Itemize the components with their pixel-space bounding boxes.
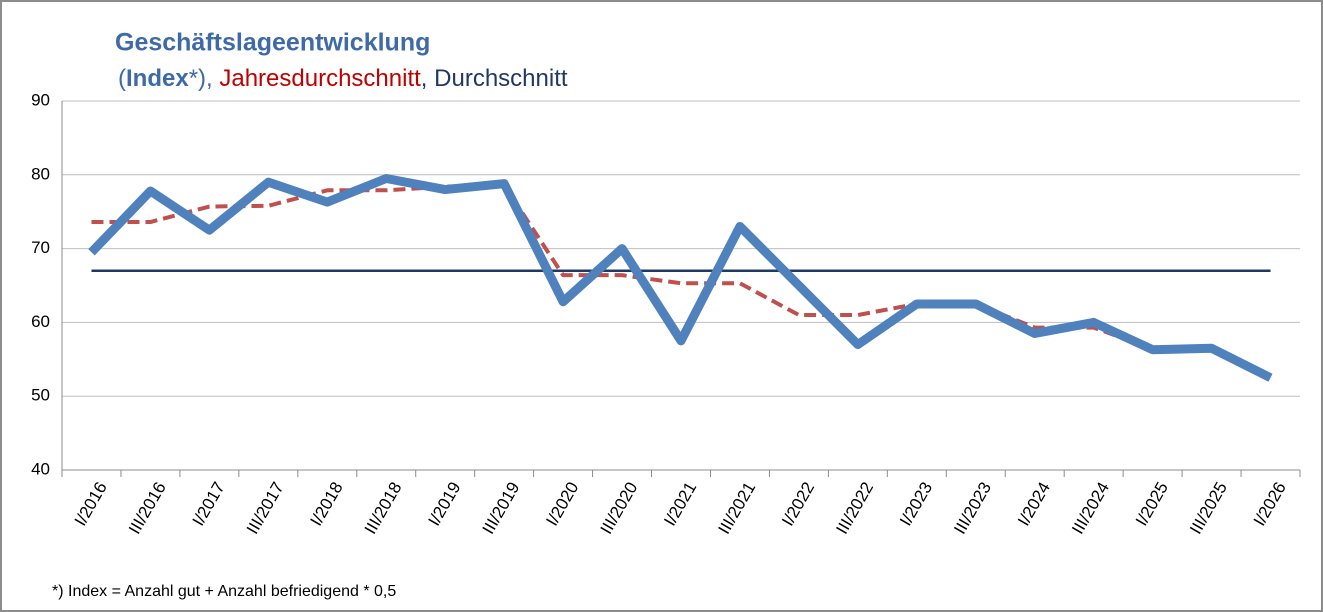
legend: (Index*), Jahresdurchschnitt, Durchschni… xyxy=(118,65,568,92)
footnote: *) Index = Anzahl gut + Anzahl befriedig… xyxy=(52,583,396,600)
y-tick-label: 70 xyxy=(31,238,50,257)
y-tick-label: 50 xyxy=(31,386,50,405)
line-series xyxy=(88,173,1273,382)
legend-entry: Durchschnitt xyxy=(434,65,568,92)
y-tick-label: 60 xyxy=(31,312,50,331)
y-tick-label: 40 xyxy=(31,459,50,478)
chart-title: Geschäftslageentwicklung xyxy=(115,29,430,57)
legend-separator: ( xyxy=(118,65,126,92)
legend-separator: *), xyxy=(189,65,220,92)
y-tick-label: 90 xyxy=(31,90,50,109)
legend-entry: Jahresdurchschnitt xyxy=(219,65,421,92)
legend-separator: , xyxy=(421,65,434,92)
y-tick-label: 80 xyxy=(31,164,50,183)
legend-entry: Index xyxy=(126,65,189,92)
